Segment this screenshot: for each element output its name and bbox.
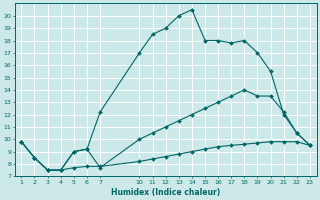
X-axis label: Humidex (Indice chaleur): Humidex (Indice chaleur) (111, 188, 220, 197)
